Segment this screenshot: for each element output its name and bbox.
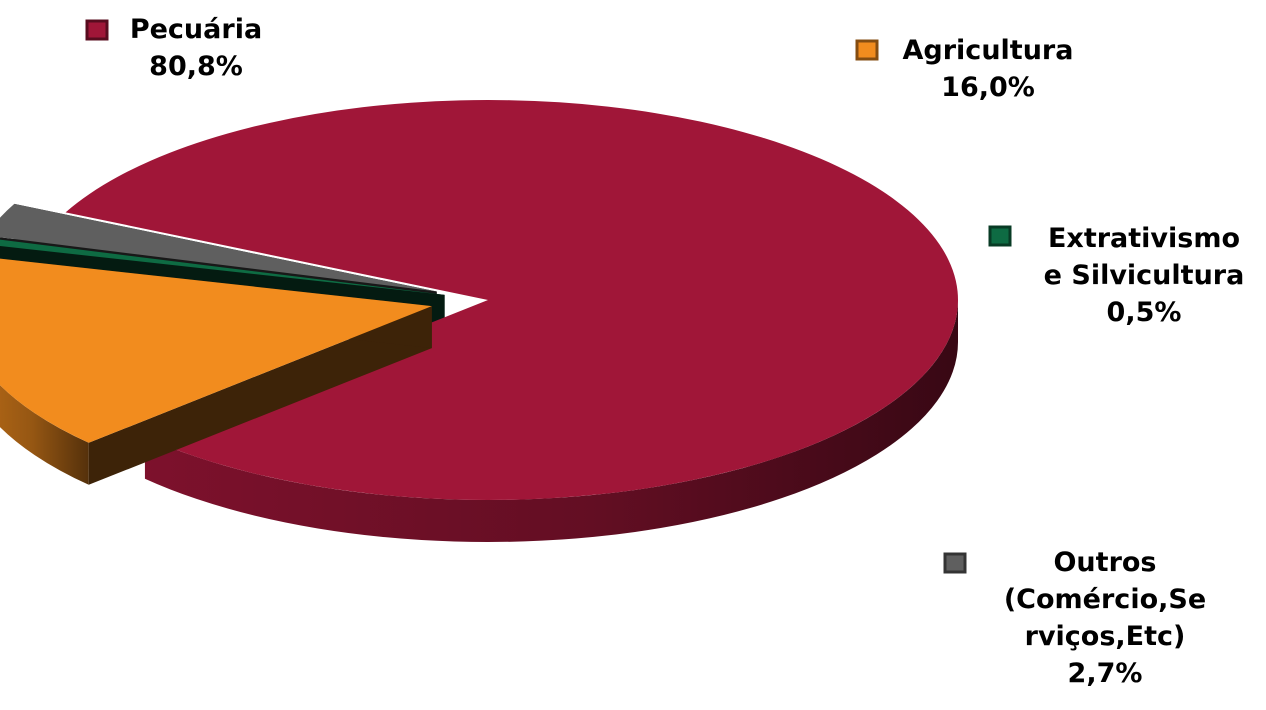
pie-slices <box>0 100 959 543</box>
slice-name-label-0: Pecuária <box>130 14 262 45</box>
slice-value-label-3: 2,7% <box>1068 658 1143 689</box>
slice-label-2: Extrativismo e Silvicultura 0,5% <box>988 223 1245 328</box>
slice-name-label-3: rviços,Etc) <box>1025 621 1186 652</box>
legend-marker-2 <box>988 225 1012 247</box>
slice-value-label-0: 80,8% <box>149 51 243 82</box>
pie-slice-side-1 <box>0 385 89 485</box>
slice-name-label-2: Extrativismo <box>1048 223 1240 254</box>
pie-labels: Pecuária 80,8% Agricultura 16,0% Extrativism… <box>85 14 1245 689</box>
pie-slice-top-1 <box>0 258 432 443</box>
legend-marker-0 <box>85 19 109 41</box>
legend-marker-3 <box>943 552 967 574</box>
slice-value-label-2: 0,5% <box>1107 297 1182 328</box>
slice-name-label-3: (Comércio,Se <box>1004 584 1206 615</box>
pie-slice-1 <box>0 258 432 485</box>
slice-name-label-1: Agricultura <box>903 35 1074 66</box>
slice-label-3: Outros (Comércio,Se rviços,Etc) 2,7% <box>943 547 1206 689</box>
slice-name-label-3: Outros <box>1053 547 1156 578</box>
slice-label-1: Agricultura 16,0% <box>855 35 1074 103</box>
slice-value-label-1: 16,0% <box>941 72 1035 103</box>
legend-marker-1 <box>855 39 879 61</box>
slice-name-label-2: e Silvicultura <box>1044 260 1245 291</box>
pie-slice-top-3 <box>0 203 437 292</box>
pie-slice-side-0 <box>144 300 958 543</box>
slice-label-0: Pecuária 80,8% <box>85 14 262 82</box>
pie-slice-wall-1-0 <box>88 306 432 485</box>
